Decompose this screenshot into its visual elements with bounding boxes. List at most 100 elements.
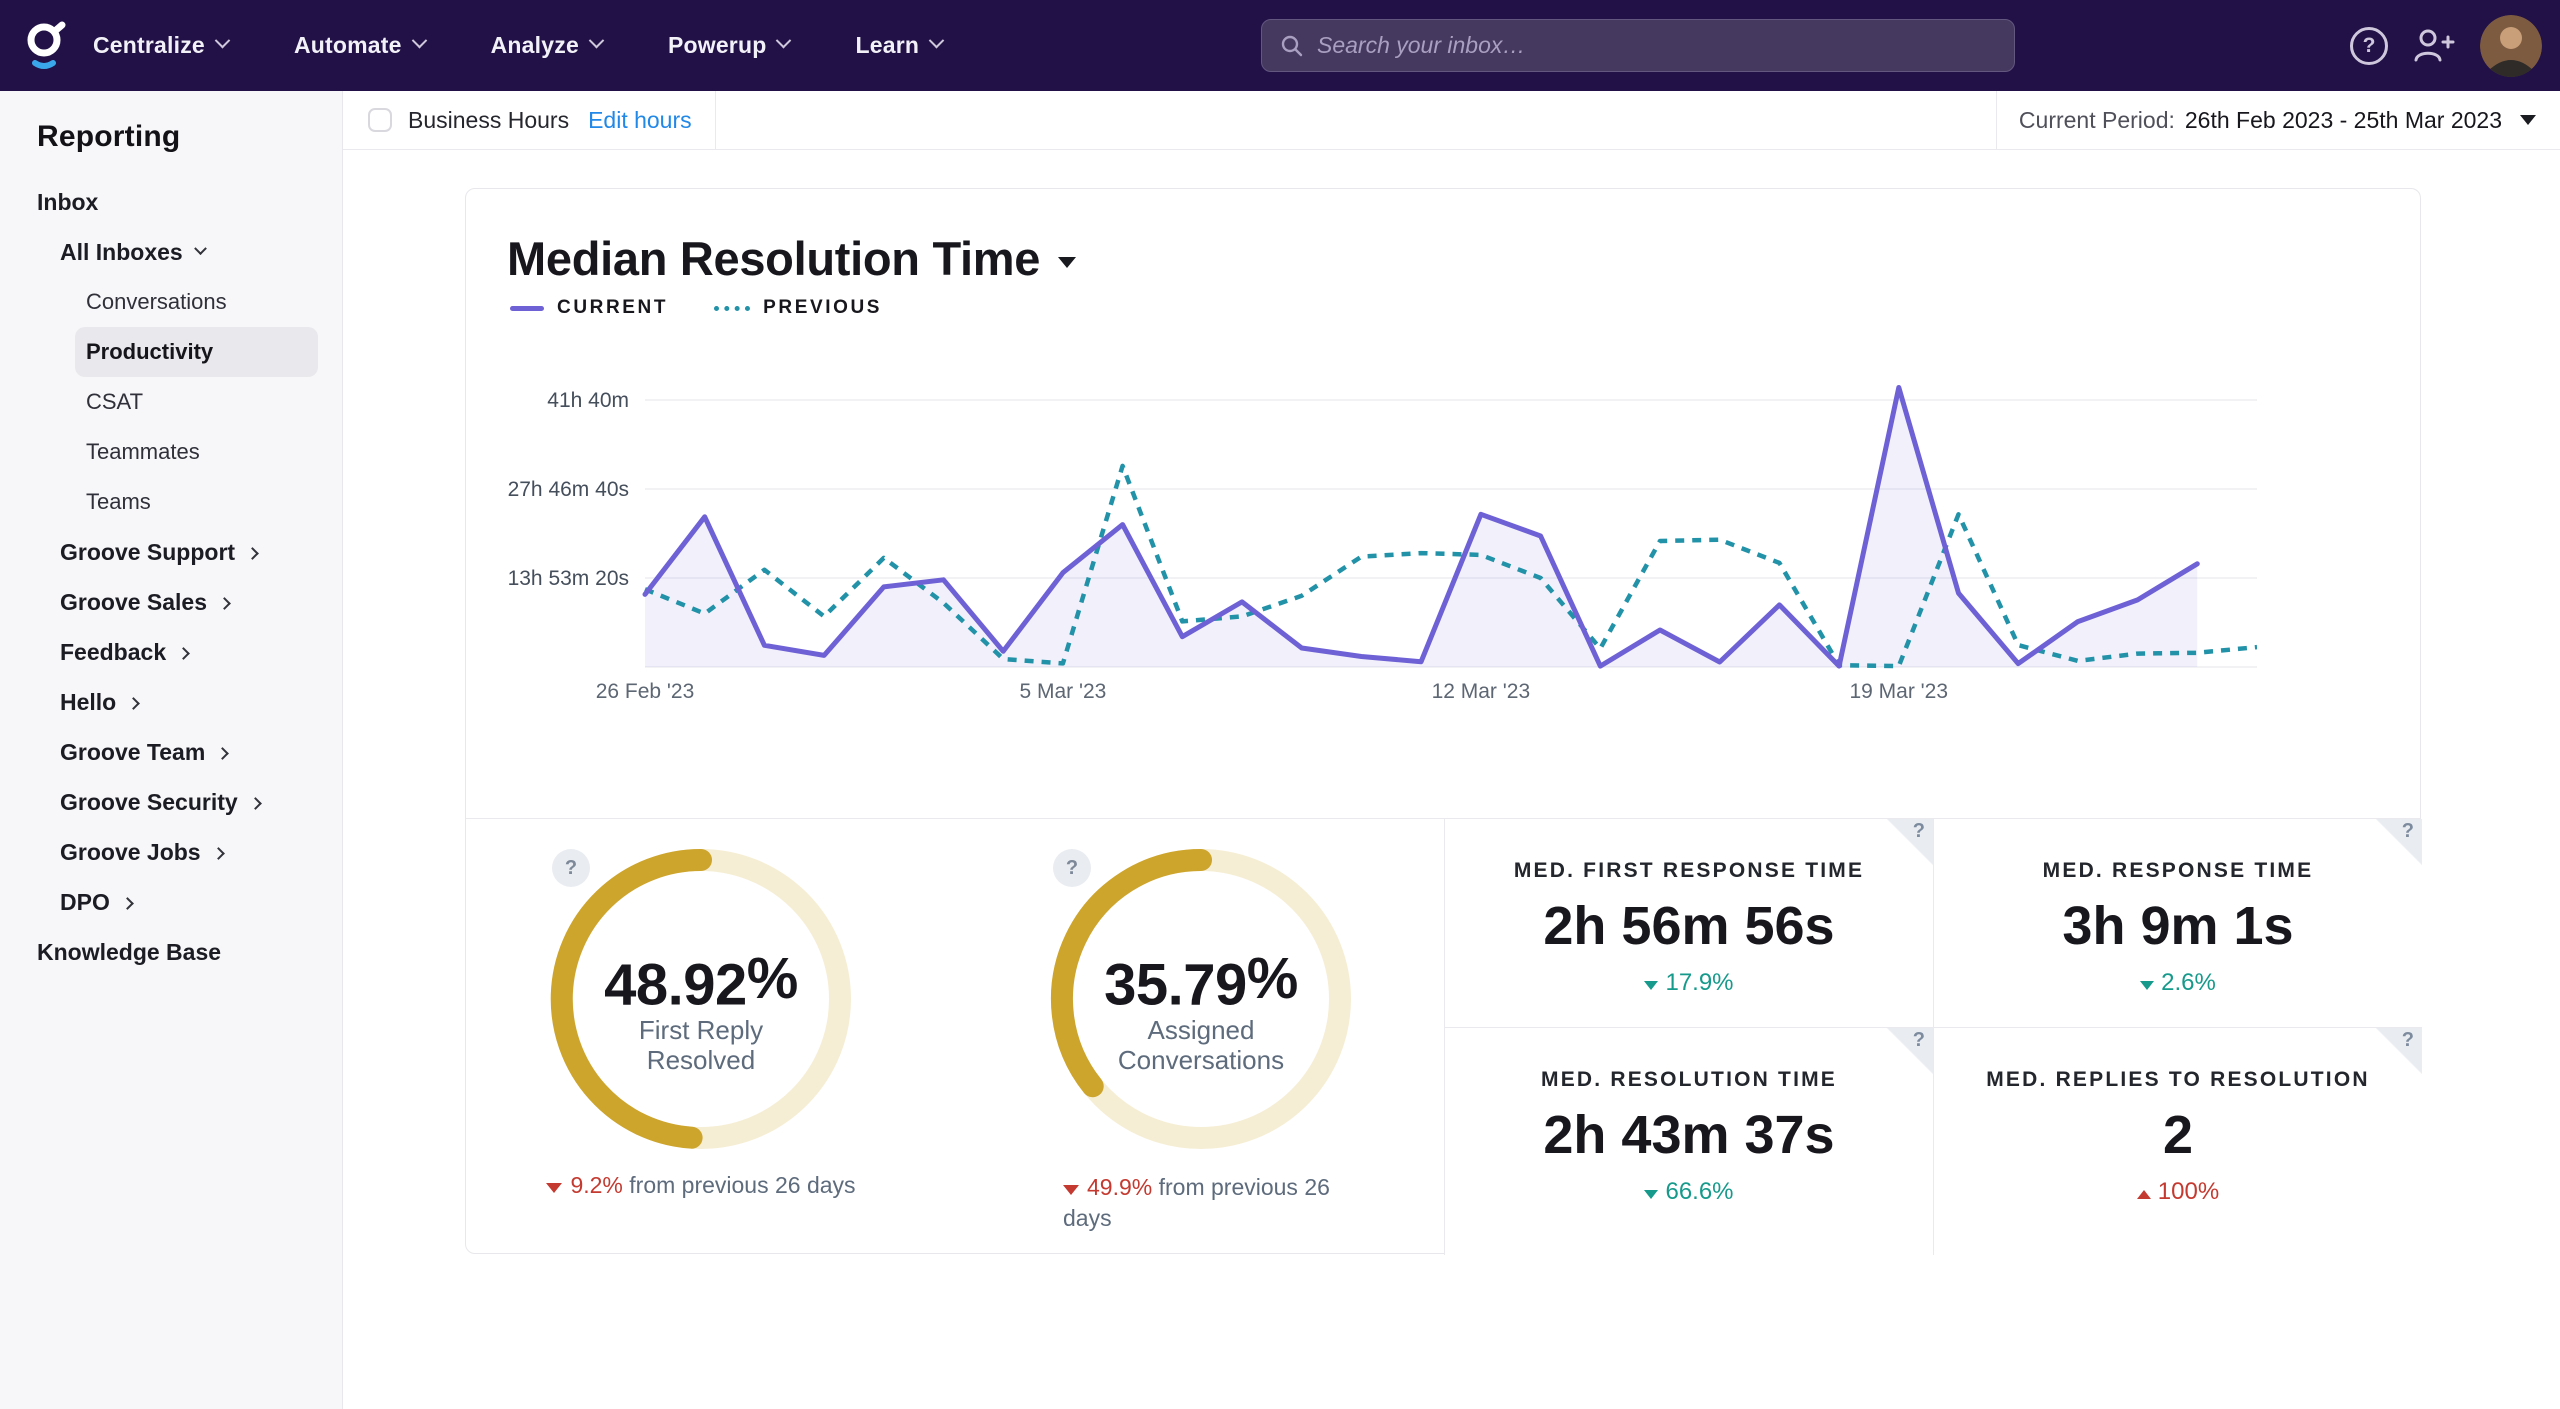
metric-label: MED. RESPONSE TIME [2042, 859, 2314, 882]
donut-value: 35.79 [1104, 952, 1247, 1018]
sidebar-item-groove-jobs[interactable]: Groove Jobs [0, 827, 343, 877]
metric-card-med-response-time: ? MED. RESPONSE TIME 3h 9m 1s 2.6% [1934, 819, 2422, 1028]
edit-hours-link[interactable]: Edit hours [588, 106, 692, 133]
x-tick-label: 12 Mar '23 [1432, 680, 1531, 703]
metric-delta: 17.9% [1445, 969, 1933, 997]
caret-down-icon [2520, 115, 2536, 125]
nav-item-centralize[interactable]: Centralize [93, 32, 231, 59]
nav-right-group: ? [2350, 0, 2542, 91]
percent-sign: % [746, 946, 799, 1011]
sidebar-item-feedback[interactable]: Feedback [0, 627, 343, 677]
help-icon[interactable]: ? [1912, 820, 1925, 842]
trend-down-icon [1644, 1190, 1659, 1199]
report-title-row[interactable]: Median Resolution Time [507, 231, 1077, 286]
trend-down-icon [546, 1183, 563, 1193]
sidebar-item-dpo[interactable]: DPO [0, 877, 343, 927]
business-hours-checkbox[interactable] [368, 108, 392, 132]
sidebar-item-groove-security[interactable]: Groove Security [0, 777, 343, 827]
period-label: Current Period: [2018, 106, 2175, 133]
metric-delta: 2.6% [1934, 969, 2422, 997]
primary-nav: Centralize Automate Analyze Powerup Learn [93, 0, 945, 91]
sidebar-nav: Inbox All Inboxes Conversations Productivit… [0, 177, 343, 977]
metric-delta: 100% [1934, 1178, 2422, 1206]
x-tick-label: 5 Mar '23 [1019, 680, 1106, 703]
donut-delta: 9.2% from previous 26 days [531, 1172, 871, 1199]
sidebar-item-hello[interactable]: Hello [0, 677, 343, 727]
current-series-area [645, 387, 2198, 667]
current-period-selector[interactable]: Current Period: 26th Feb 2023 - 25th Mar… [1995, 91, 2560, 149]
nav-item-analyze[interactable]: Analyze [491, 32, 605, 59]
chevron-right-icon [120, 896, 134, 910]
corner-fold: ? [2375, 819, 2422, 866]
metric-card-med-first-response-time: ? MED. FIRST RESPONSE TIME 2h 56m 56s 17.9% [1445, 819, 1934, 1028]
sidebar-item-groove-team[interactable]: Groove Team [0, 727, 343, 777]
chevron-right-icon [248, 796, 262, 810]
percent-sign: % [1246, 946, 1299, 1011]
add-user-icon[interactable] [2412, 27, 2456, 65]
metric-label: MED. RESOLUTION TIME [1541, 1068, 1837, 1091]
legend-current-swatch [510, 305, 544, 311]
legend-current[interactable]: CURRENT [510, 297, 668, 319]
card-divider [466, 818, 2420, 819]
chart-legend: CURRENT PREVIOUS [510, 297, 882, 319]
avatar[interactable] [2480, 14, 2542, 77]
trend-down-icon [1644, 981, 1659, 990]
help-icon[interactable]: ? [2401, 820, 2414, 842]
nav-item-learn[interactable]: Learn [855, 32, 945, 59]
donut-ring-1 [1050, 849, 1351, 1149]
business-hours-label: Business Hours [408, 106, 570, 133]
sidebar-item-all-inboxes[interactable]: All Inboxes [0, 227, 343, 277]
donut-label: Assigned Conversations [1117, 1015, 1285, 1075]
report-card: Median Resolution Time CURRENT PREVIOUS … [465, 188, 2422, 1255]
sidebar-item-productivity[interactable]: Productivity [75, 327, 318, 377]
corner-fold: ? [2375, 1028, 2422, 1075]
donut-label: First Reply Resolved [638, 1015, 764, 1075]
current-series-line [642, 385, 2200, 669]
top-nav: Centralize Automate Analyze Powerup Learn ? [0, 0, 2560, 91]
main-content: Median Resolution Time CURRENT PREVIOUS … [343, 150, 2560, 1409]
help-icon[interactable]: ? [2401, 1029, 2414, 1051]
filters-toolbar: Business Hours Edit hours Current Period… [343, 91, 2560, 150]
chevron-right-icon [216, 746, 230, 760]
nav-item-automate[interactable]: Automate [294, 32, 427, 59]
metric-label: MED. REPLIES TO RESOLUTION [1986, 1068, 2370, 1091]
legend-previous-swatch [714, 305, 751, 311]
legend-previous[interactable]: PREVIOUS [714, 297, 882, 319]
donut-ring-0 [550, 848, 851, 1149]
line-chart[interactable]: 13h 53m 20s 27h 46m 40s 41h 40m 26 Feb '23 5… [475, 385, 2258, 715]
chevron-right-icon [177, 646, 190, 660]
search-box[interactable] [1261, 19, 2015, 72]
corner-fold: ? [1886, 819, 1933, 866]
nav-item-powerup[interactable]: Powerup [668, 32, 792, 59]
median-resolution-chart-svg: 13h 53m 20s 27h 46m 40s 41h 40m 26 Feb '23 5… [508, 385, 2258, 703]
search-input[interactable] [1317, 32, 1996, 59]
chevron-down-icon [776, 32, 792, 49]
donut-delta: 49.9% from previous 26 days [1063, 1174, 1330, 1231]
sidebar-item-conversations[interactable]: Conversations [86, 289, 227, 314]
metric-value: 2h 43m 37s [1543, 1105, 1835, 1165]
sidebar-item-groove-sales[interactable]: Groove Sales [0, 577, 343, 627]
help-icon[interactable]: ? [2350, 26, 2388, 65]
corner-fold: ? [1886, 1028, 1933, 1075]
x-tick-label: 19 Mar '23 [1849, 680, 1948, 703]
sidebar-item-groove-support[interactable]: Groove Support [0, 527, 343, 577]
help-icon[interactable]: ? [552, 849, 590, 887]
help-icon[interactable]: ? [1053, 849, 1091, 887]
chevron-down-icon [214, 32, 231, 49]
chevron-right-icon [246, 546, 259, 560]
y-tick-label: 13h 53m 20s [508, 567, 629, 590]
help-icon[interactable]: ? [1912, 1029, 1925, 1051]
chevron-down-icon [411, 32, 427, 49]
donut-arc [1050, 849, 1212, 1098]
sidebar-item-teams[interactable]: Teams [86, 489, 151, 514]
caret-down-icon [1058, 257, 1077, 268]
donut-arc [550, 848, 712, 1149]
sidebar-item-teammates[interactable]: Teammates [86, 439, 200, 464]
sidebar-item-inbox[interactable]: Inbox [37, 188, 99, 215]
sidebar-item-csat[interactable]: CSAT [86, 389, 144, 414]
groove-logo-icon[interactable] [22, 21, 72, 71]
sidebar: Reporting Inbox All Inboxes Conversations P… [0, 91, 343, 1409]
chevron-down-icon [928, 32, 945, 49]
metric-value: 3h 9m 1s [2062, 896, 2294, 956]
sidebar-item-knowledge-base[interactable]: Knowledge Base [37, 938, 222, 965]
